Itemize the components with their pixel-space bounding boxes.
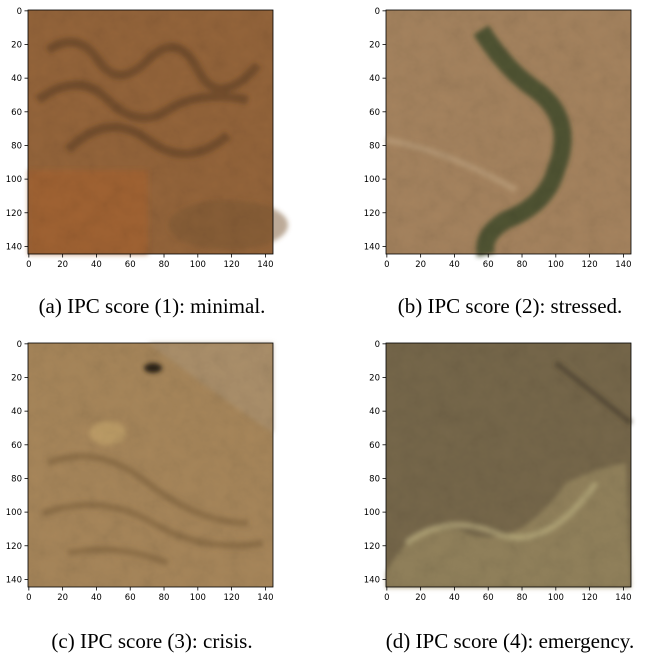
y-tick-label: 0 [17, 340, 22, 350]
x-tick-label: 60 [125, 260, 136, 270]
y-tick-label: 20 [11, 373, 22, 383]
x-tick-label: 20 [415, 260, 426, 270]
caption: (a) IPC score (1): minimal. [39, 294, 266, 318]
x-tick-label: 20 [57, 260, 68, 270]
x-tick-label: 80 [517, 593, 528, 603]
x-tick-label: 0 [26, 593, 31, 603]
image-texture [28, 10, 273, 254]
y-tick-label: 40 [369, 74, 380, 84]
x-tick-label: 20 [415, 593, 426, 603]
satellite-image [386, 343, 633, 588]
y-tick-label: 80 [11, 141, 22, 151]
x-tick-label: 100 [548, 593, 564, 603]
image-texture [28, 343, 273, 587]
y-tick-label: 140 [364, 575, 380, 585]
y-tick-label: 120 [6, 209, 22, 219]
x-tick-label: 120 [581, 260, 597, 270]
x-tick-label: 140 [615, 593, 631, 603]
y-tick-label: 100 [364, 175, 380, 185]
x-tick-label: 0 [384, 593, 389, 603]
y-tick-label: 100 [6, 175, 22, 185]
satellite-image [28, 343, 273, 587]
y-tick-label: 60 [11, 108, 22, 118]
y-tick-label: 80 [369, 141, 380, 151]
image-texture [386, 343, 631, 587]
y-tick-label: 100 [6, 508, 22, 518]
y-tick-label: 120 [6, 542, 22, 552]
x-tick-label: 40 [449, 593, 460, 603]
x-tick-label: 0 [26, 260, 31, 270]
y-tick-label: 60 [369, 441, 380, 451]
y-tick-label: 140 [6, 242, 22, 252]
y-tick-label: 120 [364, 209, 380, 219]
satellite-image [385, 10, 631, 258]
x-tick-label: 40 [91, 593, 102, 603]
x-tick-label: 60 [483, 593, 494, 603]
x-tick-label: 60 [483, 260, 494, 270]
x-tick-label: 100 [190, 260, 206, 270]
y-tick-label: 20 [369, 40, 380, 50]
y-tick-label: 140 [6, 575, 22, 585]
axes-frame [385, 342, 632, 588]
x-tick-label: 80 [159, 593, 170, 603]
y-tick-label: 20 [369, 373, 380, 383]
y-tick-label: 0 [375, 7, 380, 17]
satellite-image [28, 10, 288, 255]
x-tick-label: 0 [384, 260, 389, 270]
x-tick-label: 120 [223, 593, 239, 603]
x-tick-label: 40 [91, 260, 102, 270]
x-tick-label: 40 [449, 260, 460, 270]
y-tick-label: 80 [369, 474, 380, 484]
y-tick-label: 40 [369, 407, 380, 417]
panel: 0 20 40 60 80 100 120 140 0 20 40 60 80 100 120 140 (d) … [364, 340, 634, 653]
axes-frame [27, 342, 274, 588]
x-tick-label: 100 [548, 260, 564, 270]
x-tick-label: 120 [223, 260, 239, 270]
panel: 0 20 40 60 80 100 120 140 0 20 40 60 80 100 120 140 (a) … [6, 7, 288, 318]
panel: 0 20 40 60 80 100 120 140 0 20 40 60 80 100 120 140 (b) … [364, 7, 632, 318]
x-tick-label: 100 [190, 593, 206, 603]
caption: (d) IPC score (4): emergency. [386, 629, 634, 653]
y-tick-label: 60 [369, 108, 380, 118]
y-tick-label: 140 [364, 242, 380, 252]
y-tick-label: 20 [11, 40, 22, 50]
x-tick-label: 140 [257, 593, 273, 603]
panel: 0 20 40 60 80 100 120 140 0 20 40 60 80 100 120 140 (c) … [6, 340, 274, 653]
caption: (c) IPC score (3): crisis. [51, 629, 252, 653]
y-tick-label: 60 [11, 441, 22, 451]
x-tick-label: 60 [125, 593, 136, 603]
y-tick-label: 80 [11, 474, 22, 484]
y-tick-label: 0 [17, 7, 22, 17]
x-tick-label: 20 [57, 593, 68, 603]
image-texture [386, 10, 631, 254]
y-tick-label: 100 [364, 508, 380, 518]
axes-frame [385, 9, 632, 255]
y-tick-label: 120 [364, 542, 380, 552]
axes-frame [27, 9, 274, 255]
x-tick-label: 140 [257, 260, 273, 270]
caption: (b) IPC score (2): stressed. [398, 294, 623, 318]
y-tick-label: 40 [11, 407, 22, 417]
x-tick-label: 140 [615, 260, 631, 270]
y-tick-label: 0 [375, 340, 380, 350]
x-tick-label: 80 [517, 260, 528, 270]
y-tick-label: 40 [11, 74, 22, 84]
x-tick-label: 80 [159, 260, 170, 270]
x-tick-label: 120 [581, 593, 597, 603]
